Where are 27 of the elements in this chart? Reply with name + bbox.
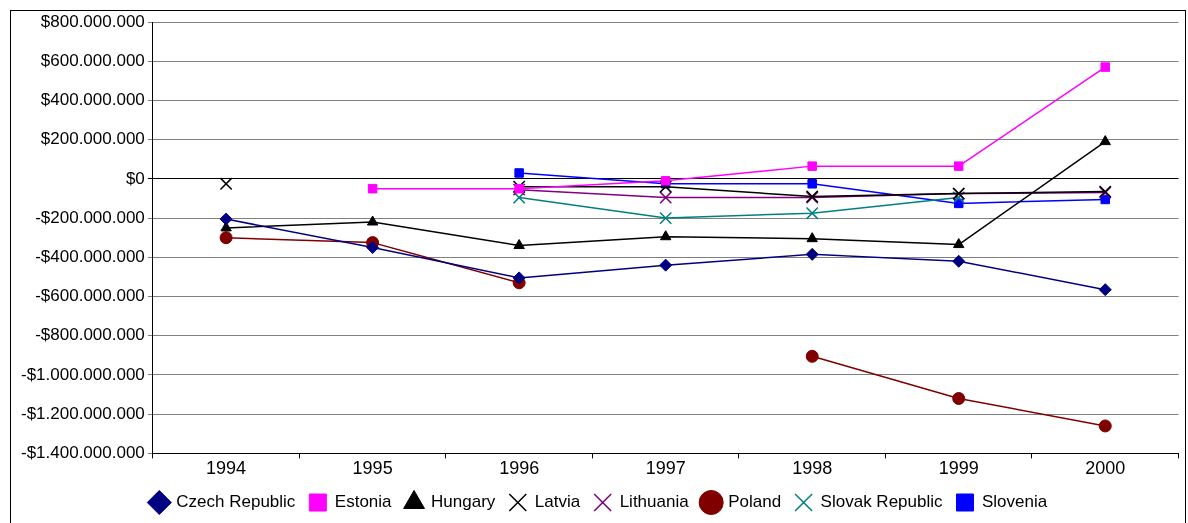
y-tick-label: $600.000.000 (40, 50, 145, 70)
y-tick-label: -$1.000.000.000 (20, 364, 145, 384)
x-tick-label: 1999 (938, 458, 979, 479)
y-tick-label: $0 (125, 168, 145, 188)
y-tick-label: -$800.000.000 (35, 325, 145, 345)
x-tick-label: 1998 (792, 458, 833, 479)
x-tick-label: 1997 (645, 458, 686, 479)
legend-label: Poland (728, 492, 782, 512)
y-tick-label: $200.000.000 (40, 129, 145, 149)
legend-label: Latvia (534, 492, 581, 512)
y-tick-label: -$1.400.000.000 (20, 443, 145, 463)
x-tick-label: 1994 (206, 458, 247, 479)
legend-label: Slovenia (982, 492, 1048, 512)
x-tick-label: 1996 (499, 458, 540, 479)
y-tick-label: $800.000.000 (40, 11, 145, 31)
legend-label: Czech Republic (176, 492, 296, 512)
y-tick-label: -$200.000.000 (35, 207, 145, 227)
x-tick-label: 2000 (1085, 458, 1126, 479)
x-tick-label: 1995 (352, 458, 393, 479)
y-tick-label: -$1.200.000.000 (20, 403, 145, 423)
y-tick-label: -$600.000.000 (35, 286, 145, 306)
legend-label: Hungary (431, 492, 496, 512)
legend-label: Slovak Republic (820, 492, 943, 512)
y-tick-label: -$400.000.000 (35, 247, 145, 266)
legend-label: Estonia (334, 492, 393, 512)
legend-label: Lithuania (619, 492, 690, 512)
y-tick-label: $400.000.000 (40, 90, 145, 110)
